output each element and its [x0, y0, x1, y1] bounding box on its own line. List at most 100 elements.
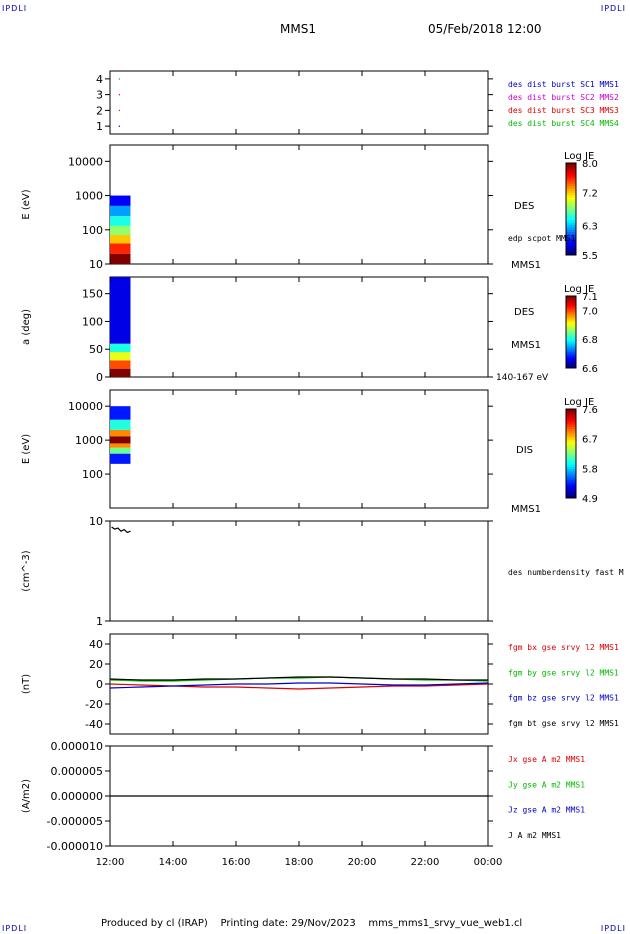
colorbar-des_pitch-segment [566, 359, 576, 362]
panel-dis_energy-ylabel: E (eV) [21, 434, 32, 464]
panel-density-legend-item: des numberdensity fast M [508, 568, 624, 577]
panel-density-ytick-label: 10 [89, 515, 103, 528]
panel-des_pitch-ytick-label: 50 [89, 343, 103, 356]
colorbar-des_pitch-segment [566, 341, 576, 344]
colorbar-des_pitch-segment [566, 303, 576, 306]
colorbar-des_energy-segment [566, 222, 576, 226]
colorbar-des_pitch-title: Log JE [564, 284, 594, 295]
panel-current-ytick-label: -0.000005 [47, 815, 103, 828]
x-axis-tick-label: 18:00 [285, 857, 314, 868]
colorbar-des_pitch-segment [566, 330, 576, 333]
colorbar-dis_energy-segment [566, 426, 576, 430]
panel-des_energy-band [110, 253, 131, 264]
colorbar-des_pitch-segment [566, 321, 576, 324]
colorbar-dis_energy-segment [566, 446, 576, 450]
colorbar-dis_energy-segment [566, 480, 576, 483]
colorbar-des_energy-segment [566, 190, 576, 194]
panel-density-ytick-label: 1 [96, 615, 103, 628]
side-label-energy-range: 140-167 eV [496, 373, 549, 383]
colorbar-dis_energy-segment [566, 455, 576, 459]
panel-des_energy-band [110, 205, 131, 217]
colorbar-dis_energy-frame [565, 408, 577, 499]
colorbar-des_pitch-segment [566, 319, 576, 322]
panel-burst-legend-item: des dist burst SC1 MMS1 [508, 80, 619, 89]
colorbar-dis_energy-segment [566, 437, 576, 441]
colorbar-dis_energy-segment [566, 417, 576, 421]
colorbar-des_pitch-segment [566, 315, 576, 319]
colorbar-des_pitch-segment [566, 357, 576, 360]
colorbar-des_pitch-segment [566, 364, 576, 367]
colorbar-des_energy-segment [566, 220, 576, 224]
panel-current-ytick-label: 0.000010 [51, 740, 104, 753]
side-label-des-pitch: DES [514, 307, 534, 318]
colorbar-des_energy-segment [566, 248, 576, 251]
colorbar-des_energy-segment [566, 227, 576, 231]
colorbar-des_energy-segment [566, 209, 576, 212]
colorbar-des_energy-segment [566, 225, 576, 228]
colorbar-dis_energy-segment [566, 477, 576, 481]
colorbar-des_pitch-segment [566, 366, 576, 369]
colorbar-des_pitch-segment [566, 306, 576, 310]
colorbar-dis_energy-segment [566, 451, 576, 454]
panel-fgm-frame [109, 633, 489, 735]
colorbar-des_pitch-segment [566, 342, 576, 346]
panel-des_energy-ylabel: E (eV) [21, 189, 32, 219]
colorbar-des_pitch-segment [566, 344, 576, 347]
colorbar-des_energy-segment [566, 241, 576, 244]
colorbar-dis_energy-segment [566, 433, 576, 437]
colorbar-des_pitch-frame [565, 295, 577, 369]
panel-dis_energy-band [110, 436, 131, 444]
colorbar-des_pitch-segment [566, 314, 576, 317]
panel-current [105, 745, 493, 847]
colorbar-des_pitch-tick-label: 6.6 [582, 364, 598, 375]
panel-des_energy-band [110, 243, 131, 254]
x-axis-tick-label: 16:00 [222, 857, 251, 868]
side-label-edp-scpot: edp scpot MMS1 [508, 234, 576, 243]
colorbar-des_pitch-segment [566, 350, 576, 353]
panel-des_energy-ytick-label: 10 [89, 258, 103, 271]
colorbar-des_energy-segment [566, 188, 576, 192]
colorbar-dis_energy-segment [566, 420, 576, 423]
panel-des_pitch-ylabel: a (deg) [21, 309, 32, 345]
colorbar-des_pitch-tick-label: 7.0 [582, 306, 598, 317]
colorbar-des_energy-segment [566, 163, 576, 166]
colorbar-des_pitch-tick-label: 6.8 [582, 335, 598, 346]
colorbar-des_energy-segment [566, 218, 576, 221]
panel-burst [105, 70, 493, 135]
panel-density [105, 520, 493, 622]
panel-fgm-ytick-label: -20 [85, 698, 103, 711]
panel-dis_energy-band [110, 447, 131, 454]
panel-dis_energy-band [110, 406, 131, 420]
corner-label-top-left: IPDLI [2, 4, 28, 13]
panel-current-legend-item: Jy gse A m2 MMS1 [508, 780, 585, 789]
side-label-des-energy: DES [514, 201, 534, 212]
panel-fgm-legend-item: fgm bz gse srvy l2 MMS1 [508, 694, 619, 703]
panel-fgm-ylabel: (nT) [21, 674, 32, 694]
panel-des_energy-frame [109, 144, 489, 265]
colorbar-des_energy-segment [566, 199, 576, 203]
colorbar-dis_energy-segment [566, 453, 576, 457]
colorbar-des_energy-segment [566, 213, 576, 217]
colorbar-dis_energy-segment [566, 431, 576, 434]
colorbar-des_pitch-segment [566, 308, 576, 311]
colorbar-des_energy-segment [566, 186, 576, 189]
colorbar-des_pitch-segment [566, 301, 576, 304]
colorbar-des_pitch-segment [566, 337, 576, 340]
panel-fgm-series-line [109, 682, 489, 689]
colorbar-des_energy-frame [565, 162, 577, 256]
colorbar-des_energy-segment [566, 202, 576, 205]
footer-printing-date: Printing date: 29/Nov/2023 [220, 918, 356, 929]
panel-des_pitch-band [110, 352, 131, 361]
colorbar-dis_energy-segment [566, 491, 576, 495]
panel-des_pitch-frame [109, 276, 489, 378]
panel-current-ytick-label: 0.000005 [51, 765, 104, 778]
x-axis-tick-label: 00:00 [474, 857, 503, 868]
colorbar-des_pitch-segment [566, 312, 576, 315]
x-axis-tick-label: 12:00 [96, 857, 125, 868]
colorbar-des_pitch-segment [566, 297, 576, 301]
colorbar-dis_energy-segment [566, 440, 576, 443]
colorbar-dis_energy-segment [566, 462, 576, 466]
colorbar-dis_energy-tick-label: 7.6 [582, 405, 598, 416]
footer: Produced by cl (IRAP) Printing date: 29/… [101, 918, 522, 929]
colorbar-des_energy-segment [566, 192, 576, 196]
